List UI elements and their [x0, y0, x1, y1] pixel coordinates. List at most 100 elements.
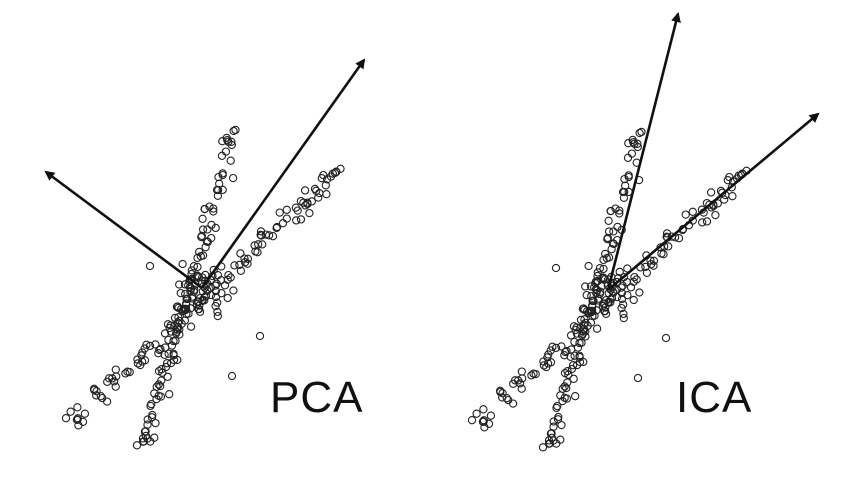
scatter-point — [218, 137, 227, 146]
scatter-point — [571, 325, 580, 335]
scatter-point — [575, 338, 584, 348]
scatter-point — [213, 311, 222, 321]
scatter-point — [642, 268, 652, 277]
scatter-point — [517, 384, 526, 393]
scatter-point — [223, 275, 232, 284]
scatter-point — [595, 264, 605, 273]
scatter-point — [224, 270, 233, 280]
pca-scatter-points — [61, 125, 345, 450]
scatter-point — [479, 405, 488, 414]
scatter-point — [630, 272, 639, 282]
scatter-point — [213, 191, 223, 200]
scatter-point — [623, 153, 633, 162]
scatter-point — [230, 261, 239, 270]
scatter-point — [146, 437, 155, 446]
scatter-point — [551, 343, 561, 353]
scatter-point — [162, 359, 172, 368]
scatter-point — [175, 280, 184, 289]
scatter-point — [637, 127, 646, 137]
scatter-point — [629, 277, 638, 286]
scatter-point — [627, 149, 637, 158]
scatter-point — [546, 358, 556, 367]
scatter-point — [200, 204, 209, 214]
scatter-point — [613, 222, 622, 232]
scatter-point — [217, 151, 227, 160]
scatter-point — [575, 353, 584, 362]
scatter-point — [169, 336, 178, 346]
scatter-point — [659, 250, 668, 259]
scatter-point — [140, 356, 150, 365]
scatter-point — [620, 187, 629, 197]
scatter-point — [667, 232, 676, 241]
scatter-point — [121, 369, 130, 378]
scatter-point — [211, 292, 221, 302]
scatter-point — [560, 368, 570, 378]
scatter-point — [61, 414, 71, 423]
scatter-point — [586, 318, 596, 327]
scatter-point — [599, 273, 608, 282]
scatter-point — [203, 225, 212, 234]
scatter-point — [472, 409, 481, 418]
pca-component-arrow-1 — [200, 58, 366, 289]
scatter-point — [592, 277, 602, 286]
scatter-point — [552, 439, 561, 448]
scatter-point — [584, 261, 593, 271]
scatter-point — [633, 373, 643, 383]
scatter-point — [229, 126, 238, 136]
scatter-point — [180, 316, 190, 325]
scatter-point — [211, 223, 220, 233]
scatter-point — [150, 433, 159, 442]
scatter-point — [310, 184, 320, 194]
scatter-point — [150, 389, 159, 398]
scatter-point — [193, 297, 202, 306]
scatter-point — [138, 434, 148, 443]
ica-label: ICA — [676, 373, 753, 422]
scatter-point — [698, 218, 707, 227]
scatter-point — [514, 376, 523, 385]
scatter-point — [624, 172, 633, 182]
scatter-point — [322, 175, 332, 184]
scatter-point — [572, 329, 582, 338]
scatter-point — [615, 209, 624, 218]
ica-component-arrows — [606, 12, 820, 291]
scatter-point — [635, 128, 644, 138]
scatter-point — [154, 349, 163, 358]
scatter-point — [163, 372, 172, 381]
scatter-point — [300, 186, 310, 195]
scatter-point — [619, 309, 628, 319]
scatter-point — [138, 348, 147, 357]
scatter-point — [549, 417, 558, 426]
scatter-point — [633, 139, 642, 148]
scatter-point — [226, 156, 235, 165]
scatter-point — [317, 174, 326, 183]
scatter-point — [221, 147, 231, 156]
scatter-point — [576, 315, 586, 325]
scatter-point — [141, 427, 150, 436]
scatter-point — [603, 234, 612, 244]
scatter-point — [142, 340, 151, 349]
scatter-point — [189, 262, 199, 271]
scatter-point — [713, 199, 722, 208]
scatter-point — [681, 210, 690, 219]
scatter-point — [321, 181, 330, 190]
scatter-point — [619, 273, 629, 282]
scatter-point — [589, 296, 598, 306]
scatter-point — [213, 307, 222, 317]
scatter-point — [601, 249, 610, 259]
pca-panel — [44, 58, 366, 450]
scatter-point — [272, 223, 281, 233]
scatter-point — [125, 367, 134, 377]
scatter-point — [661, 333, 671, 343]
scatter-point — [133, 359, 143, 368]
scatter-point — [727, 183, 736, 192]
scatter-point — [181, 289, 190, 299]
scatter-point — [261, 230, 270, 239]
scatter-point — [296, 215, 306, 224]
scatter-point — [291, 203, 301, 212]
scatter-point — [619, 300, 628, 309]
scatter-point — [235, 260, 244, 270]
scatter-point — [207, 233, 216, 243]
scatter-point — [215, 179, 224, 188]
scatter-point — [211, 281, 220, 290]
